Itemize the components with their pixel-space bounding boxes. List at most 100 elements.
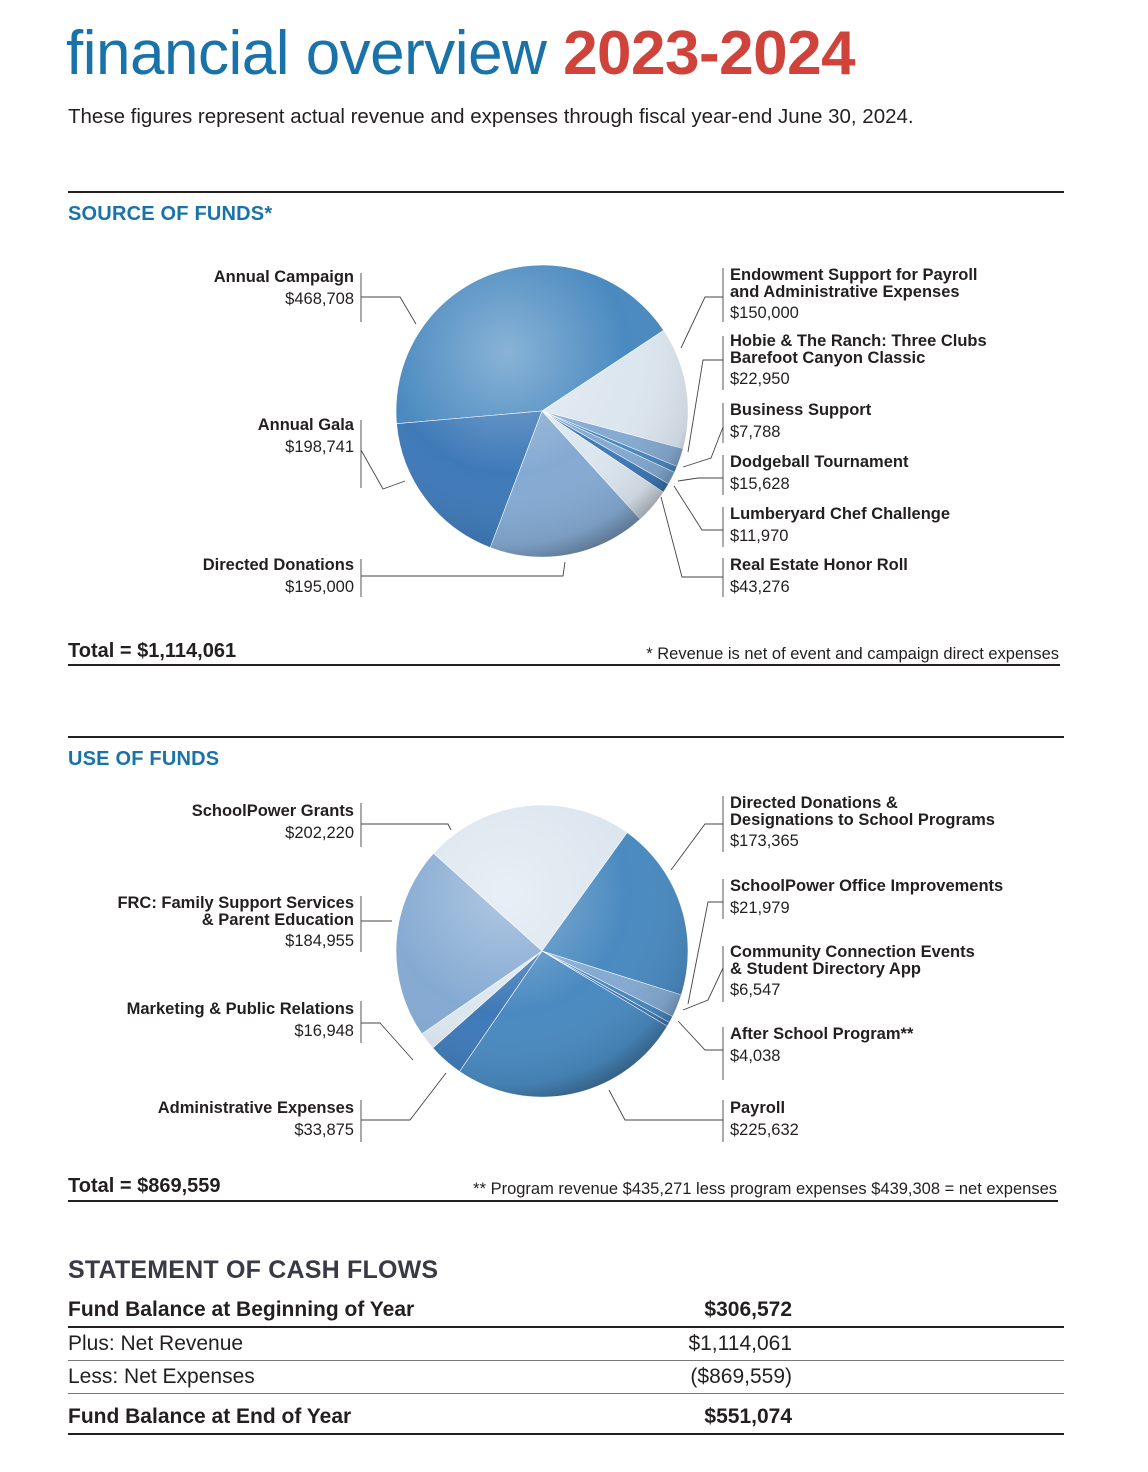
cash-row-revenue: Plus: Net Revenue $1,114,061 xyxy=(68,1326,1064,1361)
label-name: Hobie & The Ranch: Three Clubs xyxy=(730,332,987,350)
leader-line xyxy=(361,823,452,831)
leader-line xyxy=(682,967,724,1011)
label-value: $15,628 xyxy=(730,475,790,493)
leader-line xyxy=(660,496,723,578)
label-value: $43,276 xyxy=(730,578,790,596)
label-value: $7,788 xyxy=(730,423,781,441)
label-hobie: Hobie & The Ranch: Three Clubs Barefoot … xyxy=(730,333,987,389)
leader-line xyxy=(677,477,723,482)
label-name: Lumberyard Chef Challenge xyxy=(730,505,951,523)
title-year: 2023-2024 xyxy=(563,19,856,88)
source-total: Total = $1,114,061 xyxy=(68,640,237,662)
label-value: $21,979 xyxy=(730,899,790,917)
title-word: financial overview xyxy=(66,19,547,88)
label-business-support: Business Support $7,788 xyxy=(730,401,871,442)
cash-row-value: $1,114,061 xyxy=(688,1332,792,1355)
label-name: Community Connection Events xyxy=(730,943,975,961)
leader-line xyxy=(687,901,723,1005)
label-payroll: Payroll $225,632 xyxy=(730,1099,799,1140)
leader-line xyxy=(361,296,417,325)
cash-row-value: $551,074 xyxy=(704,1405,792,1428)
use-footnote: ** Program revenue $435,271 less program… xyxy=(473,1180,1057,1198)
label-value: $173,365 xyxy=(730,832,799,850)
source-pie-chart xyxy=(360,264,724,597)
leader-line xyxy=(677,1020,723,1051)
label-after-school: After School Program** $4,038 xyxy=(730,1025,913,1066)
label-value: $468,708 xyxy=(285,290,354,308)
pie-shading xyxy=(396,265,688,557)
label-value: $202,220 xyxy=(285,824,354,842)
source-footnote: * Revenue is net of event and campaign d… xyxy=(646,645,1059,663)
label-value: $150,000 xyxy=(730,304,799,322)
label-value: $16,948 xyxy=(294,1022,354,1040)
label-name: Endowment Support for Payroll xyxy=(730,266,978,284)
leader-line xyxy=(360,449,406,490)
label-annual-gala: Annual Gala $198,741 xyxy=(258,416,354,457)
label-name: Annual Campaign xyxy=(213,268,354,286)
cash-row-expenses: Less: Net Expenses ($869,559) xyxy=(68,1359,1064,1394)
leader-line xyxy=(361,1072,447,1121)
label-real-estate: Real Estate Honor Roll $43,276 xyxy=(730,556,908,597)
label-endowment: Endowment Support for Payroll and Admini… xyxy=(730,267,978,323)
label-value: $225,632 xyxy=(730,1121,799,1139)
label-name: Business Support xyxy=(730,401,872,419)
leader-line xyxy=(687,359,723,453)
label-value: $6,547 xyxy=(730,981,781,999)
label-frc: FRC: Family Support Services & Parent Ed… xyxy=(117,895,354,951)
label-value: $195,000 xyxy=(285,578,354,596)
cash-row-value: $306,572 xyxy=(704,1298,792,1321)
leader-line xyxy=(673,485,723,531)
cash-row-value: ($869,559) xyxy=(690,1365,792,1388)
label-name: Payroll xyxy=(730,1099,786,1117)
cash-row-ending: Fund Balance at End of Year $551,074 xyxy=(68,1399,1064,1435)
label-name: Dodgeball Tournament xyxy=(730,453,909,471)
leader-line xyxy=(680,296,723,349)
label-value: $33,875 xyxy=(294,1121,354,1139)
label-value: $198,741 xyxy=(285,438,354,456)
label-community-connection: Community Connection Events & Student Di… xyxy=(730,944,975,1000)
label-value: $184,955 xyxy=(285,932,354,950)
label-name: Marketing & Public Relations xyxy=(126,1000,354,1018)
label-dodgeball: Dodgeball Tournament $15,628 xyxy=(730,453,908,494)
label-value: $22,950 xyxy=(730,370,790,388)
label-office-improvements: SchoolPower Office Improvements $21,979 xyxy=(730,877,1003,918)
label-name: Directed Donations & xyxy=(730,794,898,812)
cash-flows-heading: STATEMENT OF CASH FLOWS xyxy=(68,1256,439,1284)
label-directed-donations: Directed Donations $195,000 xyxy=(203,556,354,597)
use-pie-chart xyxy=(360,796,724,1142)
section-rule-use xyxy=(68,736,1064,738)
pie-shading xyxy=(396,805,688,1097)
cash-row-beginning: Fund Balance at Beginning of Year $306,5… xyxy=(68,1292,1064,1328)
label-name: Annual Gala xyxy=(257,416,354,434)
label-administrative: Administrative Expenses $33,875 xyxy=(158,1099,354,1140)
label-name: Real Estate Honor Roll xyxy=(730,556,908,574)
source-heading: SOURCE OF FUNDS* xyxy=(68,203,273,225)
label-name: & Student Directory App xyxy=(730,960,921,978)
section-rule-source xyxy=(68,191,1064,193)
use-bottom-rule xyxy=(68,1200,1058,1202)
label-name: Administrative Expenses xyxy=(157,1099,354,1117)
label-name: SchoolPower Office Improvements xyxy=(730,877,1004,895)
cash-row-label: Fund Balance at Beginning of Year xyxy=(68,1298,415,1321)
label-name: Directed Donations xyxy=(202,556,354,574)
label-directed-designations: Directed Donations & Designations to Sch… xyxy=(730,795,995,851)
page-title: financial overview 2023-2024 xyxy=(66,18,856,90)
label-annual-campaign: Annual Campaign $468,708 xyxy=(214,268,354,309)
leader-line xyxy=(670,823,723,871)
label-lumberyard: Lumberyard Chef Challenge $11,970 xyxy=(730,505,950,546)
label-name: SchoolPower Grants xyxy=(191,802,354,820)
label-name: & Parent Education xyxy=(201,911,354,929)
cash-row-label: Less: Net Expenses xyxy=(68,1365,255,1388)
label-name: Designations to School Programs xyxy=(730,811,995,829)
source-bottom-rule xyxy=(68,664,1060,666)
label-name: FRC: Family Support Services xyxy=(117,894,354,912)
leader-line xyxy=(682,426,724,468)
use-heading: USE OF FUNDS xyxy=(68,748,220,770)
cash-row-label: Fund Balance at End of Year xyxy=(68,1405,352,1428)
leader-line xyxy=(608,1089,723,1121)
use-total: Total = $869,559 xyxy=(68,1175,221,1197)
label-name: Barefoot Canyon Classic xyxy=(730,349,926,367)
leader-line xyxy=(361,561,566,577)
cash-row-label: Plus: Net Revenue xyxy=(68,1332,244,1355)
label-schoolpower-grants: SchoolPower Grants $202,220 xyxy=(192,802,354,843)
